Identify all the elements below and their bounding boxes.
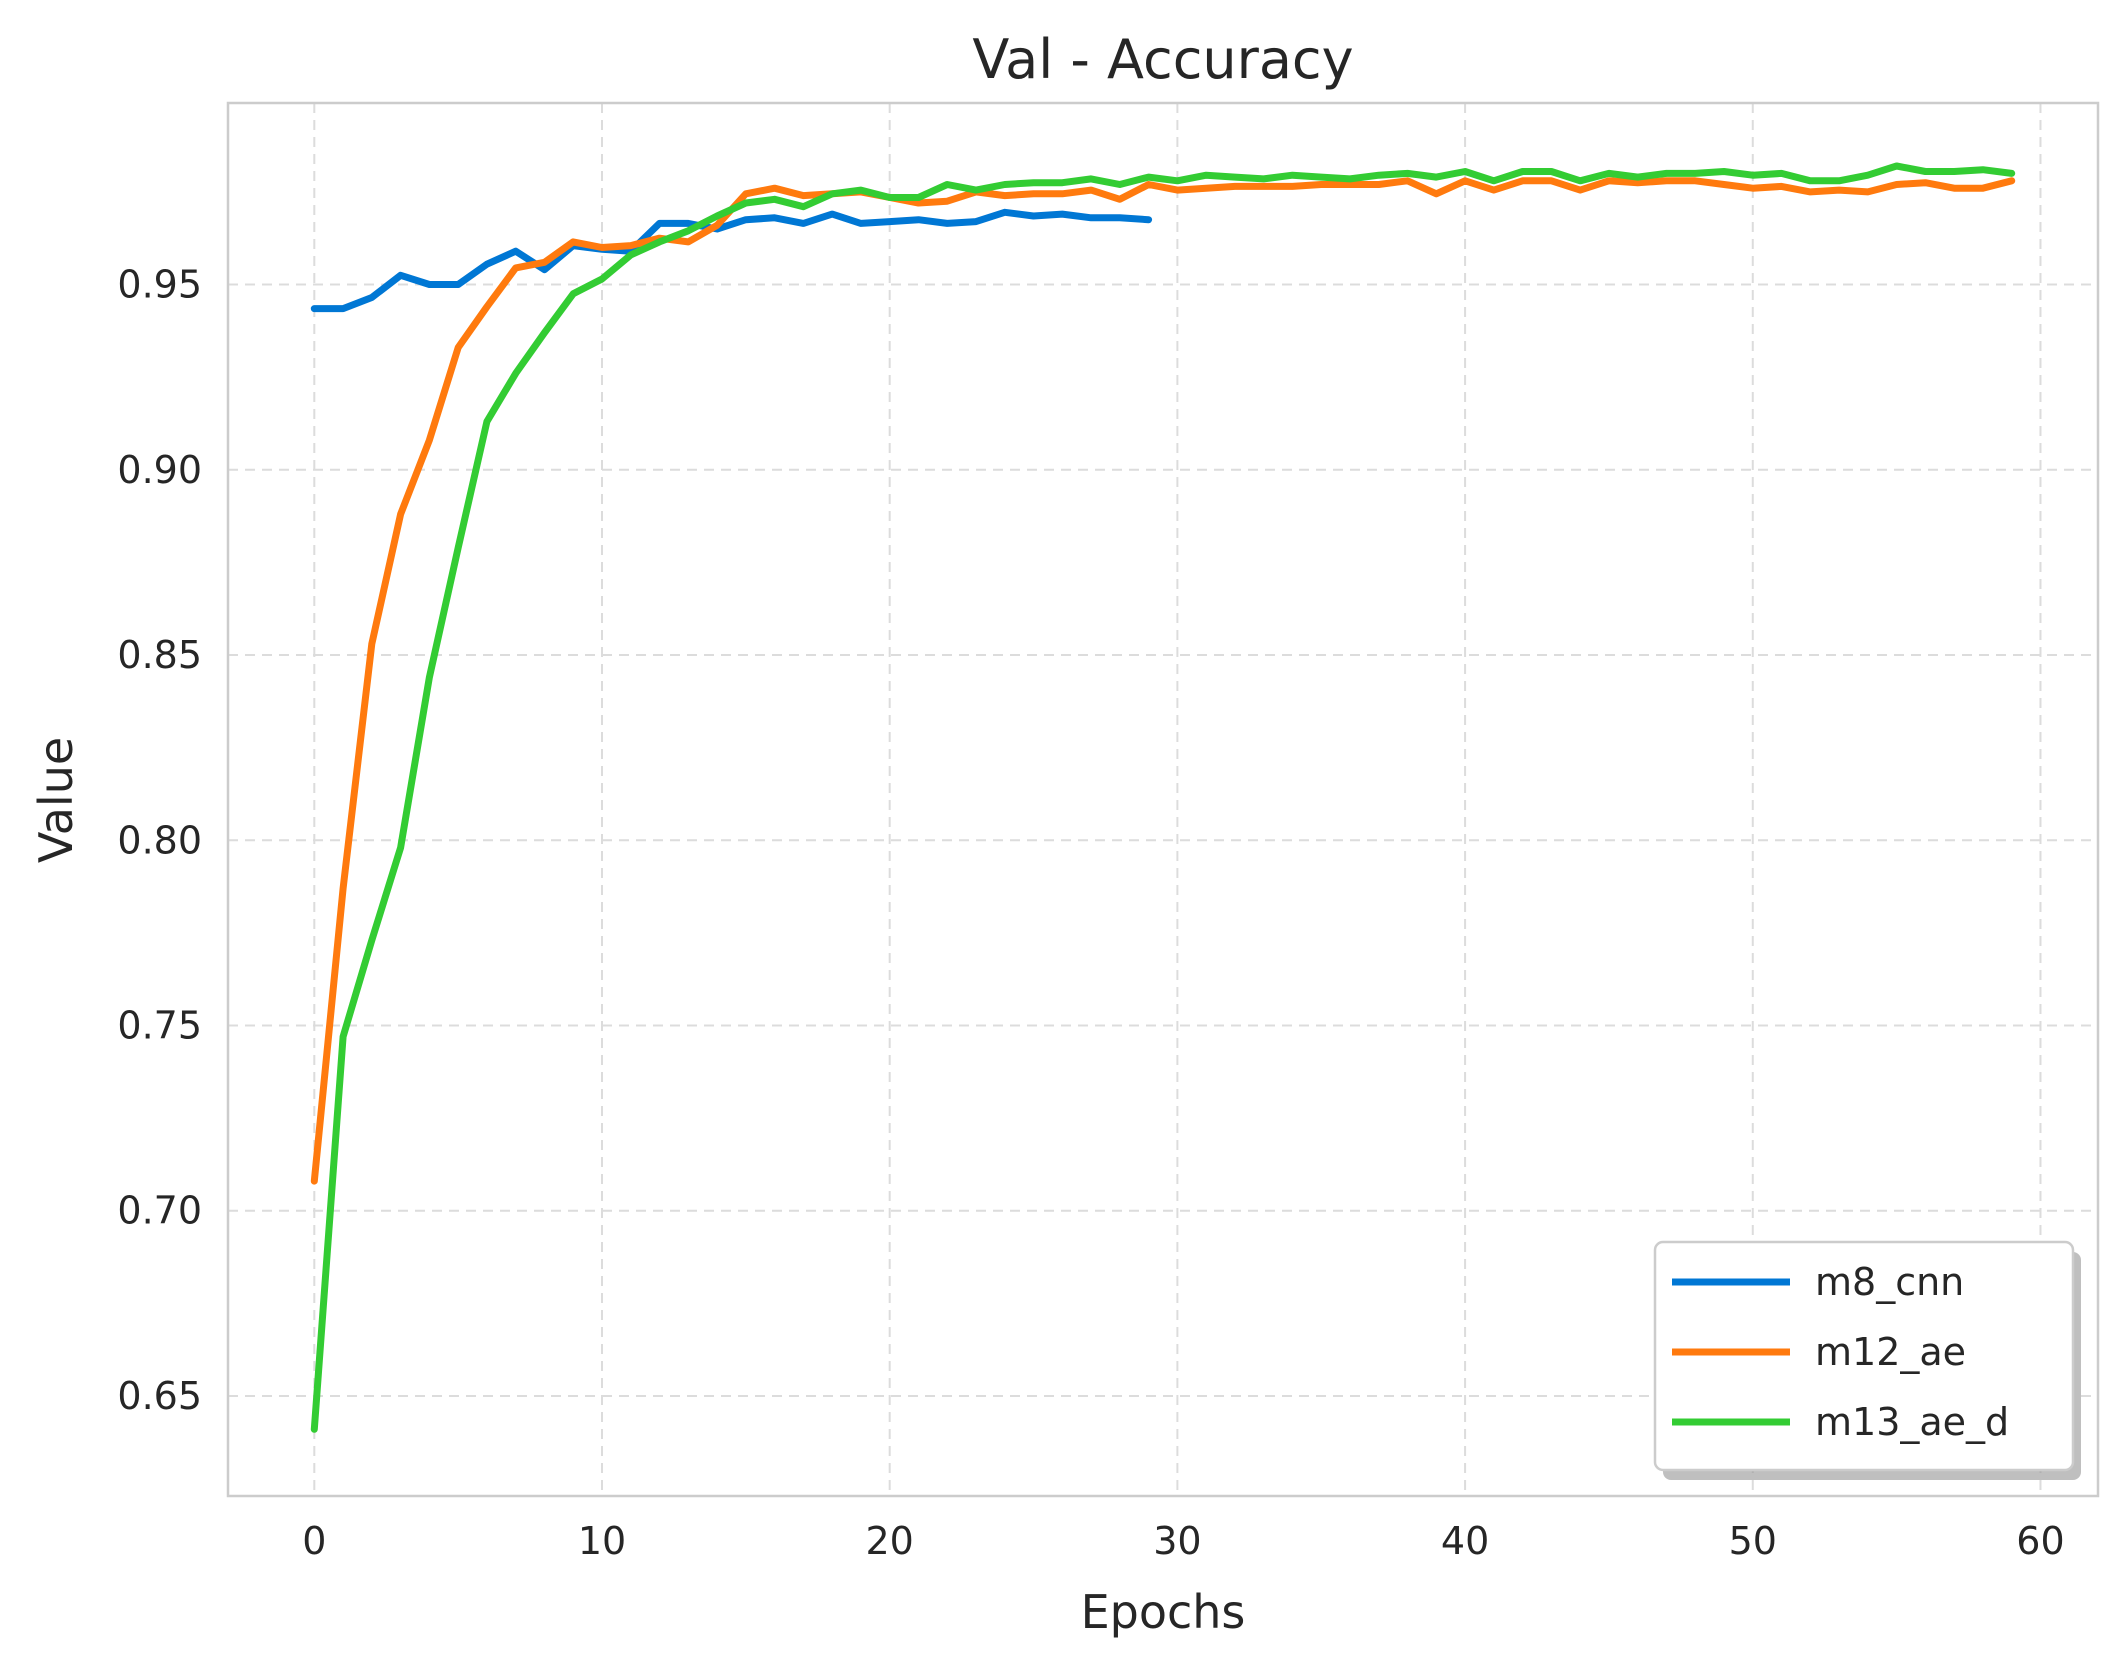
- y-tick-label: 0.80: [117, 818, 202, 862]
- y-tick-label: 0.85: [117, 633, 202, 677]
- y-tick-label: 0.95: [117, 263, 202, 307]
- chart-title: Val - Accuracy: [972, 28, 1353, 91]
- x-tick-labels: 0 10 20 30 40 50 60: [302, 1519, 2064, 1563]
- x-tick-label: 30: [1153, 1519, 1201, 1563]
- legend-label-m12_ae: m12_ae: [1815, 1330, 1966, 1374]
- x-tick-label: 60: [2016, 1519, 2064, 1563]
- legend-box: [1653, 1240, 2075, 1472]
- x-tick-label: 50: [1729, 1519, 1777, 1563]
- legend-label-m13_ae_d: m13_ae_d: [1815, 1400, 2009, 1444]
- series-line-m8_cnn: [310, 208, 1153, 313]
- x-axis-label: Epochs: [1081, 1585, 1246, 1639]
- series-line-m12_ae: [310, 177, 2016, 1185]
- x-tick-label: 0: [302, 1519, 326, 1563]
- legend-label-m8_cnn: m8_cnn: [1815, 1260, 1964, 1304]
- y-tick-label: 0.90: [117, 448, 202, 492]
- series-line-m13_ae_d: [310, 162, 2016, 1433]
- y-tick-label: 0.65: [117, 1374, 202, 1418]
- legend-items: m8_cnn m12_ae m13_ae_d: [1672, 1260, 2009, 1444]
- y-tick-labels: 0.65 0.70 0.75 0.80 0.85 0.90 0.95: [117, 263, 202, 1418]
- plot-frame: [226, 101, 2100, 1498]
- legend: m8_cnn m12_ae m13_ae_d: [1653, 1240, 2075, 1472]
- y-axis-label: Value: [29, 737, 83, 863]
- series-lines: [310, 162, 2016, 1433]
- y-tick-label: 0.70: [117, 1189, 202, 1233]
- x-tick-label: 40: [1441, 1519, 1489, 1563]
- x-tick-label: 20: [866, 1519, 914, 1563]
- y-tick-label: 0.75: [117, 1003, 202, 1047]
- x-tick-label: 10: [578, 1519, 626, 1563]
